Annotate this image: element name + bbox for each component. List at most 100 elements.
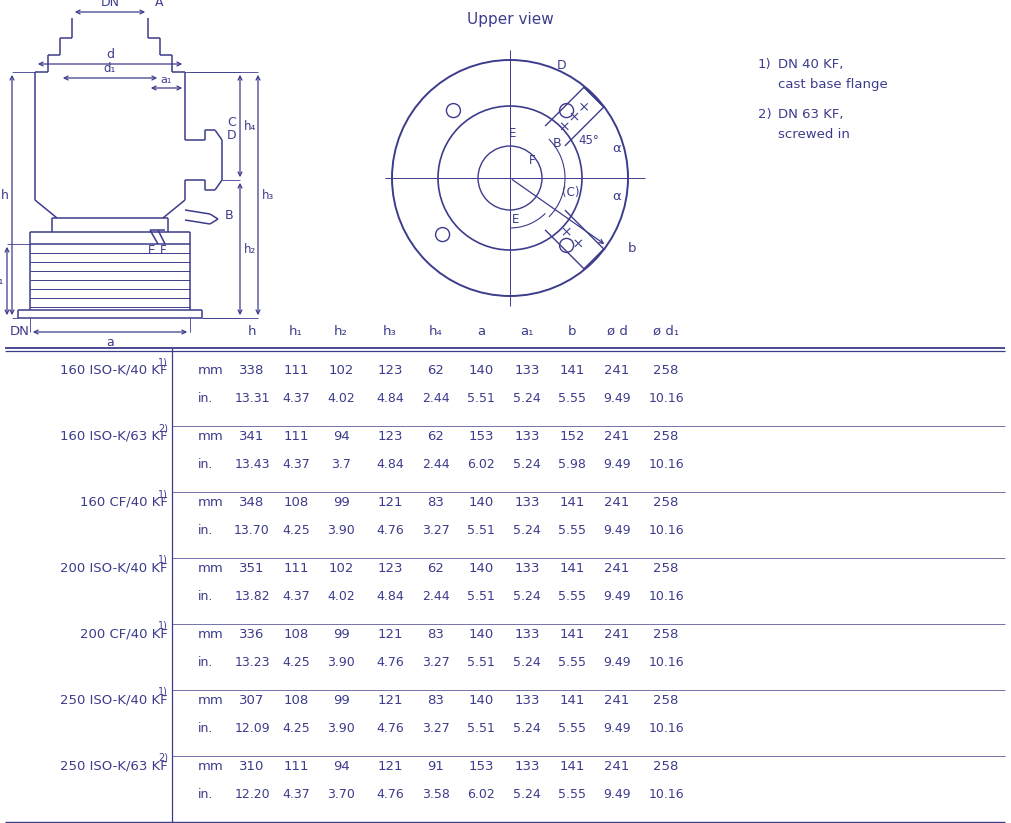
Text: h₄: h₄ [244, 119, 256, 133]
Text: in.: in. [198, 523, 213, 537]
Text: E: E [513, 213, 520, 226]
Text: α: α [612, 142, 621, 155]
Text: 83: 83 [428, 495, 445, 509]
Text: 140: 140 [468, 627, 493, 640]
Text: 133: 133 [515, 430, 540, 443]
Text: 4.37: 4.37 [282, 589, 310, 602]
Text: 94: 94 [333, 760, 350, 773]
Text: 200 ISO-K/40 KF: 200 ISO-K/40 KF [61, 561, 168, 574]
Text: 5.24: 5.24 [514, 523, 541, 537]
Text: 4.84: 4.84 [376, 458, 403, 471]
Text: D: D [227, 128, 237, 142]
Text: a: a [106, 336, 114, 349]
Text: ø d₁: ø d₁ [653, 325, 679, 338]
Text: 141: 141 [559, 760, 584, 773]
Text: 12.20: 12.20 [235, 788, 270, 801]
Text: 99: 99 [333, 495, 350, 509]
Text: mm: mm [198, 760, 223, 773]
Text: 9.49: 9.49 [604, 655, 631, 668]
Text: 6.02: 6.02 [467, 788, 494, 801]
Text: 4.76: 4.76 [376, 655, 403, 668]
Text: 111: 111 [283, 561, 308, 574]
Text: mm: mm [198, 561, 223, 574]
Text: 4.76: 4.76 [376, 523, 403, 537]
Text: h₂: h₂ [244, 243, 256, 255]
Text: 4.84: 4.84 [376, 589, 403, 602]
Text: ø d: ø d [607, 325, 628, 338]
Text: F: F [529, 154, 535, 166]
Text: 5.24: 5.24 [514, 589, 541, 602]
Text: 5.51: 5.51 [467, 589, 495, 602]
Text: 13.23: 13.23 [235, 655, 270, 668]
Text: 258: 258 [653, 760, 678, 773]
Text: 13.70: 13.70 [235, 523, 270, 537]
Text: 102: 102 [329, 561, 354, 574]
Text: 4.02: 4.02 [328, 589, 355, 602]
Text: 140: 140 [468, 694, 493, 706]
Text: 5.51: 5.51 [467, 392, 495, 404]
Text: 141: 141 [559, 495, 584, 509]
Text: 2.44: 2.44 [423, 458, 450, 471]
Text: 10.16: 10.16 [648, 655, 683, 668]
Text: 13.31: 13.31 [235, 392, 270, 404]
Text: 4.25: 4.25 [282, 722, 310, 734]
Text: mm: mm [198, 364, 223, 376]
Text: 9.49: 9.49 [604, 392, 631, 404]
Text: 1): 1) [158, 357, 168, 367]
Text: 108: 108 [283, 495, 308, 509]
Text: 5.55: 5.55 [558, 788, 586, 801]
Text: h₁: h₁ [0, 275, 4, 287]
Text: 3.58: 3.58 [422, 788, 450, 801]
Text: 5.55: 5.55 [558, 589, 586, 602]
Text: B: B [225, 208, 234, 221]
Text: DN: DN [100, 0, 119, 9]
Text: 99: 99 [333, 627, 350, 640]
Text: 241: 241 [605, 694, 630, 706]
Text: 258: 258 [653, 561, 678, 574]
Text: 123: 123 [377, 364, 402, 376]
Text: 241: 241 [605, 760, 630, 773]
Text: 241: 241 [605, 364, 630, 376]
Text: 338: 338 [240, 364, 265, 376]
Text: 10.16: 10.16 [648, 523, 683, 537]
Text: d: d [106, 48, 114, 61]
Text: A: A [155, 0, 164, 9]
Text: 200 CF/40 KF: 200 CF/40 KF [80, 627, 168, 640]
Text: mm: mm [198, 627, 223, 640]
Text: h₃: h₃ [383, 325, 397, 338]
Text: 4.25: 4.25 [282, 523, 310, 537]
Text: 10.16: 10.16 [648, 722, 683, 734]
Text: 3.27: 3.27 [423, 523, 450, 537]
Text: 4.37: 4.37 [282, 458, 310, 471]
Text: 4.76: 4.76 [376, 722, 403, 734]
Text: 351: 351 [240, 561, 265, 574]
Text: 140: 140 [468, 495, 493, 509]
Text: 133: 133 [515, 627, 540, 640]
Text: in.: in. [198, 722, 213, 734]
Text: 5.98: 5.98 [558, 458, 586, 471]
Text: 9.49: 9.49 [604, 523, 631, 537]
Text: 121: 121 [377, 760, 402, 773]
Text: Upper view: Upper view [467, 12, 553, 27]
Text: 5.24: 5.24 [514, 392, 541, 404]
Text: 3.27: 3.27 [423, 655, 450, 668]
Text: α: α [612, 189, 621, 202]
Text: 4.25: 4.25 [282, 655, 310, 668]
Text: 4.37: 4.37 [282, 788, 310, 801]
Text: 241: 241 [605, 495, 630, 509]
Text: 102: 102 [329, 364, 354, 376]
Text: in.: in. [198, 655, 213, 668]
Text: DN 40 KF,: DN 40 KF, [778, 58, 843, 71]
Text: 10.16: 10.16 [648, 788, 683, 801]
Text: 140: 140 [468, 364, 493, 376]
Text: 94: 94 [333, 430, 350, 443]
Text: 4.02: 4.02 [328, 392, 355, 404]
Text: b: b [568, 325, 576, 338]
Text: 9.49: 9.49 [604, 722, 631, 734]
Text: 123: 123 [377, 430, 402, 443]
Text: E: E [509, 127, 516, 140]
Text: 108: 108 [283, 694, 308, 706]
Text: (C): (C) [562, 185, 579, 198]
Text: 341: 341 [240, 430, 265, 443]
Text: 121: 121 [377, 694, 402, 706]
